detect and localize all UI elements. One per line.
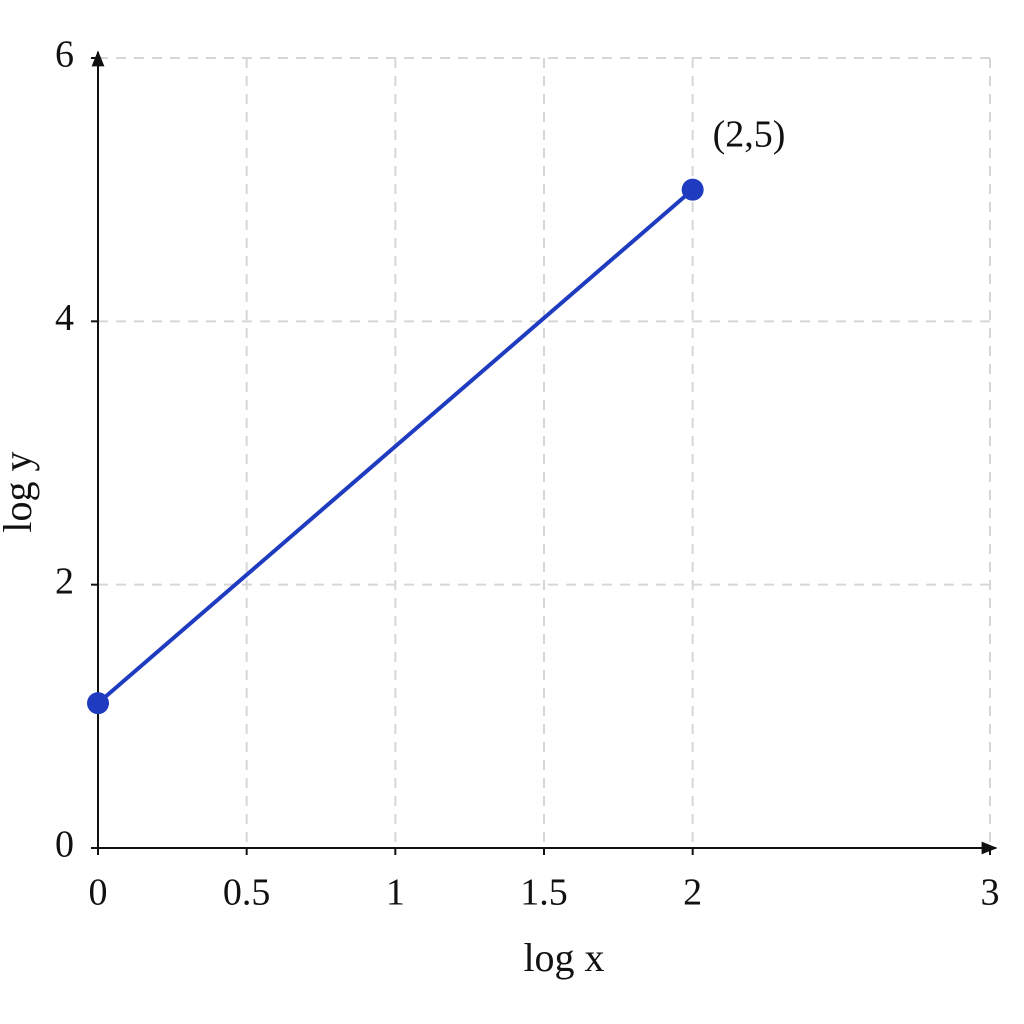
x-axis-label: log x <box>523 935 604 980</box>
y-tick-label: 0 <box>55 824 74 866</box>
x-tick-label: 0.5 <box>223 872 271 914</box>
x-tick-label: 0 <box>89 872 108 914</box>
x-tick-label: 3 <box>981 872 1000 914</box>
x-tick-label: 2 <box>683 872 702 914</box>
line <box>96 188 694 705</box>
x-tick-label: 1.5 <box>520 872 568 914</box>
point <box>681 178 704 201</box>
y-axis-label: log y <box>0 451 40 532</box>
y-tick-label: 4 <box>55 297 74 339</box>
y-tick-label: 2 <box>55 560 74 602</box>
x-tick-label: 1 <box>386 872 405 914</box>
y-tick-label: 6 <box>55 34 74 76</box>
annotation: (2,5) <box>713 113 786 155</box>
grid <box>97 57 991 849</box>
point <box>87 692 109 715</box>
